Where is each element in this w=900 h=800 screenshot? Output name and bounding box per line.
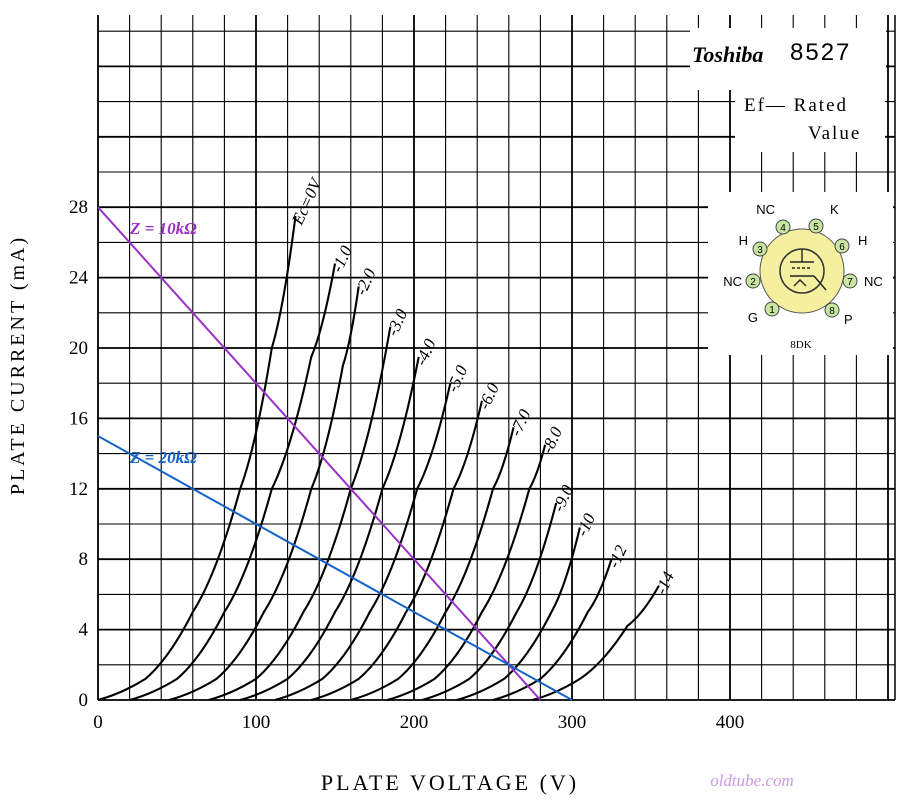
y-tick-label: 0 (79, 690, 89, 711)
plate-curves (97, 215, 660, 702)
load-line (97, 435, 573, 701)
pin-label: NC (864, 274, 883, 289)
curve--8.0 (386, 444, 547, 702)
curve-labels: Ec=0V-1.0-2.0-3.0-4.0-5.0-6.0-7.0-8.0 -9.… (287, 174, 678, 598)
curve-label: -1.0 (327, 242, 356, 275)
pin-number: 2 (750, 277, 756, 288)
curve-label: -3.0 (383, 306, 412, 339)
pin-label: H (858, 233, 867, 248)
x-tick-label: 0 (93, 712, 103, 733)
curve-label: -10 (572, 510, 599, 539)
curve--1.0 (129, 263, 337, 702)
pin-8 (824, 302, 840, 318)
curve--3.0 (208, 326, 392, 702)
y-tick-label: 4 (79, 620, 89, 641)
base-label: 8DK (790, 339, 811, 351)
x-axis-label: PLATE VOLTAGE (V) (321, 770, 579, 795)
y-tick-label: 24 (69, 268, 89, 289)
curve--2.0 (168, 286, 360, 702)
load-lines: Z = 10kΩ Z = 20kΩ (97, 206, 573, 701)
pin-1 (764, 301, 780, 317)
note-line2: Value (808, 123, 861, 144)
x-tick-label: 300 (558, 712, 587, 733)
curve-label: -5.0 (443, 362, 472, 395)
curve-label: -4.0 (411, 336, 440, 369)
pin-number: 6 (839, 242, 845, 253)
pin-7 (842, 273, 858, 289)
pin-number: 7 (847, 277, 853, 288)
axis-ticks: 0 100 200 300 400 0 4 8 12 16 20 24 28 (69, 197, 744, 733)
pin-number: 4 (780, 223, 786, 234)
pin-number: 3 (757, 245, 763, 256)
chart-title: 8527 (790, 39, 851, 66)
pin-label: NC (723, 274, 742, 289)
pin-4 (775, 219, 791, 235)
curve--7.0 (350, 426, 515, 702)
curve--9.0 (421, 502, 558, 702)
pin-2 (745, 273, 761, 289)
pin-label: NC (756, 202, 775, 217)
curve-label: Ec=0V (287, 174, 326, 229)
curve--14 (532, 585, 660, 702)
curve--4.0 (239, 356, 420, 702)
x-tick-label: 400 (716, 712, 745, 733)
y-axis-label: PLATE CURRENT (mA) (7, 235, 29, 495)
curve--6.0 (311, 400, 483, 702)
y-tick-label: 8 (79, 549, 89, 570)
pin-label: H (739, 233, 748, 248)
pin-3 (752, 241, 768, 257)
x-tick-label: 200 (400, 712, 429, 733)
y-tick-label: 12 (69, 479, 88, 500)
pin-label: K (830, 202, 839, 217)
curve-label: -7.0 (506, 406, 535, 439)
tube-symbol-icon (790, 249, 827, 291)
curve-label: -2.0 (351, 265, 380, 298)
curve--12 (492, 558, 613, 702)
curve--5.0 (274, 382, 452, 702)
y-tick-label: 16 (69, 408, 88, 429)
brand-label: Toshiba (692, 42, 763, 67)
load-line-label: Z = 10kΩ (129, 219, 197, 238)
x-tick-label: 100 (242, 712, 271, 733)
pin-6 (834, 238, 850, 254)
pin-number: 5 (813, 222, 819, 233)
curve-label: -8.0 (538, 424, 567, 457)
curve-label: -6.0 (474, 380, 503, 413)
curve-Ec=0V (97, 215, 297, 702)
note-line1: Ef— Rated (744, 95, 848, 116)
curve-label: -12 (604, 542, 631, 571)
curve-label: -9.0 (549, 482, 578, 515)
y-tick-label: 20 (69, 338, 88, 359)
title-box (690, 28, 886, 90)
load-line-label: Z = 20kΩ (129, 448, 197, 467)
pin-label: G (748, 310, 758, 325)
tube-base-circle (759, 228, 845, 314)
pin-5 (808, 218, 824, 234)
pin-number: 1 (769, 305, 775, 316)
watermark: oldtube.com (710, 771, 794, 790)
y-tick-label: 28 (69, 197, 88, 218)
curve--10 (456, 527, 581, 702)
note-box (735, 90, 885, 152)
pin-label: P (844, 312, 853, 327)
load-line (97, 206, 542, 701)
pin-number: 8 (829, 306, 835, 317)
